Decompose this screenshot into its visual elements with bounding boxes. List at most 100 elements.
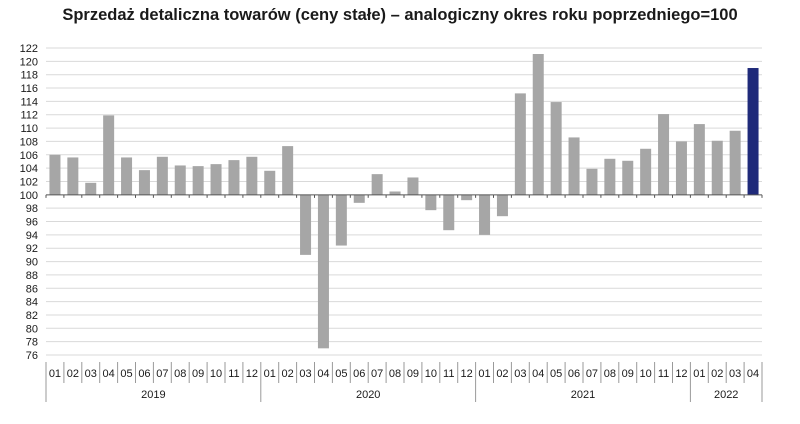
bar: [228, 160, 240, 195]
y-tick-label: 112: [20, 110, 38, 122]
bar: [693, 124, 705, 195]
chart-title: Sprzedaż detaliczna towarów (ceny stałe)…: [62, 6, 738, 24]
bar: [747, 68, 759, 195]
bar: [192, 166, 204, 195]
bar: [568, 137, 580, 195]
bar: [389, 191, 401, 195]
x-axis: [45, 194, 763, 198]
bar: [49, 154, 61, 195]
x-tick-label: 11: [658, 368, 669, 380]
x-tick-label: 04: [317, 368, 329, 380]
y-tick-label: 76: [26, 350, 38, 362]
y-tick-label: 118: [20, 70, 38, 82]
x-tick-label: 07: [371, 368, 383, 380]
bar: [640, 148, 652, 195]
x-tick-label: 12: [675, 368, 687, 380]
bar: [174, 165, 186, 195]
x-axis-labels: 01 02 03 04 05 06 07 08 09 10 11 12 01 02 03 04 05 06 07 08…: [45, 362, 763, 402]
y-tick-label: 90: [26, 257, 38, 269]
x-tick-label: 01: [264, 368, 276, 380]
x-tick-label: 03: [514, 368, 526, 380]
y-tick-label: 86: [26, 283, 38, 295]
bar: [300, 194, 312, 255]
bar: [138, 170, 150, 195]
x-tick-label: 11: [443, 368, 454, 380]
y-tick-label: 94: [26, 230, 38, 242]
bar: [532, 54, 544, 195]
x-tick-label: 10: [425, 368, 437, 380]
bar: [371, 174, 383, 195]
x-tick-label: 01: [693, 368, 705, 380]
bar: [622, 160, 634, 195]
y-tick-label: 104: [20, 163, 38, 175]
x-tick-label: 04: [103, 368, 115, 380]
bar: [67, 157, 79, 195]
x-tick-label: 05: [120, 368, 132, 380]
y-tick-label: 82: [26, 310, 38, 322]
bar: [407, 177, 419, 195]
bar: [85, 182, 97, 195]
bar: [496, 194, 508, 217]
y-tick-label: 106: [20, 150, 38, 162]
y-tick-label: 96: [26, 217, 38, 229]
y-tick-label: 98: [26, 203, 38, 215]
x-tick-label: 11: [228, 368, 239, 380]
bar: [210, 164, 222, 195]
x-tick-label: 03: [729, 368, 741, 380]
bar: [121, 157, 133, 195]
x-tick-label: 06: [353, 368, 365, 380]
y-tick-label: 110: [20, 123, 38, 135]
x-tick-label: 08: [174, 368, 186, 380]
x-tick-label: 02: [711, 368, 723, 380]
x-tick-label: 03: [85, 368, 97, 380]
bar: [425, 194, 437, 211]
year-label: 2019: [141, 389, 165, 401]
x-tick-label: 08: [389, 368, 401, 380]
bar: [461, 194, 473, 201]
y-axis: 7678808284868890929496981001021041061081…: [20, 43, 38, 362]
gridlines: [46, 47, 762, 356]
bar: [246, 156, 258, 195]
x-tick-label: 07: [586, 368, 598, 380]
x-tick-label: 04: [747, 368, 759, 380]
x-tick-label: 06: [138, 368, 150, 380]
x-tick-label: 12: [246, 368, 258, 380]
year-label: 2020: [356, 389, 380, 401]
bar: [604, 158, 616, 195]
bar: [586, 168, 598, 195]
y-tick-label: 84: [26, 297, 38, 309]
y-tick-label: 100: [20, 190, 38, 202]
bar: [711, 140, 723, 195]
bar: [550, 102, 562, 195]
y-tick-label: 114: [20, 96, 38, 108]
x-tick-label: 09: [192, 368, 204, 380]
bar: [479, 194, 491, 235]
y-tick-label: 102: [20, 176, 38, 188]
bars: [49, 54, 759, 349]
x-tick-label: 07: [156, 368, 168, 380]
x-tick-label: 12: [461, 368, 473, 380]
x-tick-label: 02: [496, 368, 508, 380]
y-tick-label: 122: [20, 43, 38, 55]
y-tick-label: 92: [26, 243, 38, 255]
y-tick-label: 120: [20, 56, 38, 68]
bar: [156, 156, 168, 195]
x-tick-label: 01: [49, 368, 61, 380]
bar: [514, 93, 526, 195]
y-tick-label: 80: [26, 323, 38, 335]
bar: [264, 170, 276, 195]
y-tick-label: 88: [26, 270, 38, 282]
x-tick-label: 02: [282, 368, 294, 380]
bar: [353, 194, 365, 203]
y-tick-label: 108: [20, 136, 38, 148]
x-tick-label: 04: [532, 368, 544, 380]
y-tick-label: 78: [26, 337, 38, 349]
x-tick-label: 06: [568, 368, 580, 380]
x-tick-label: 03: [299, 368, 311, 380]
bar: [675, 141, 687, 195]
y-tick-label: 116: [20, 83, 38, 95]
x-tick-label: 09: [622, 368, 634, 380]
year-label: 2021: [571, 389, 595, 401]
bar: [317, 194, 329, 349]
